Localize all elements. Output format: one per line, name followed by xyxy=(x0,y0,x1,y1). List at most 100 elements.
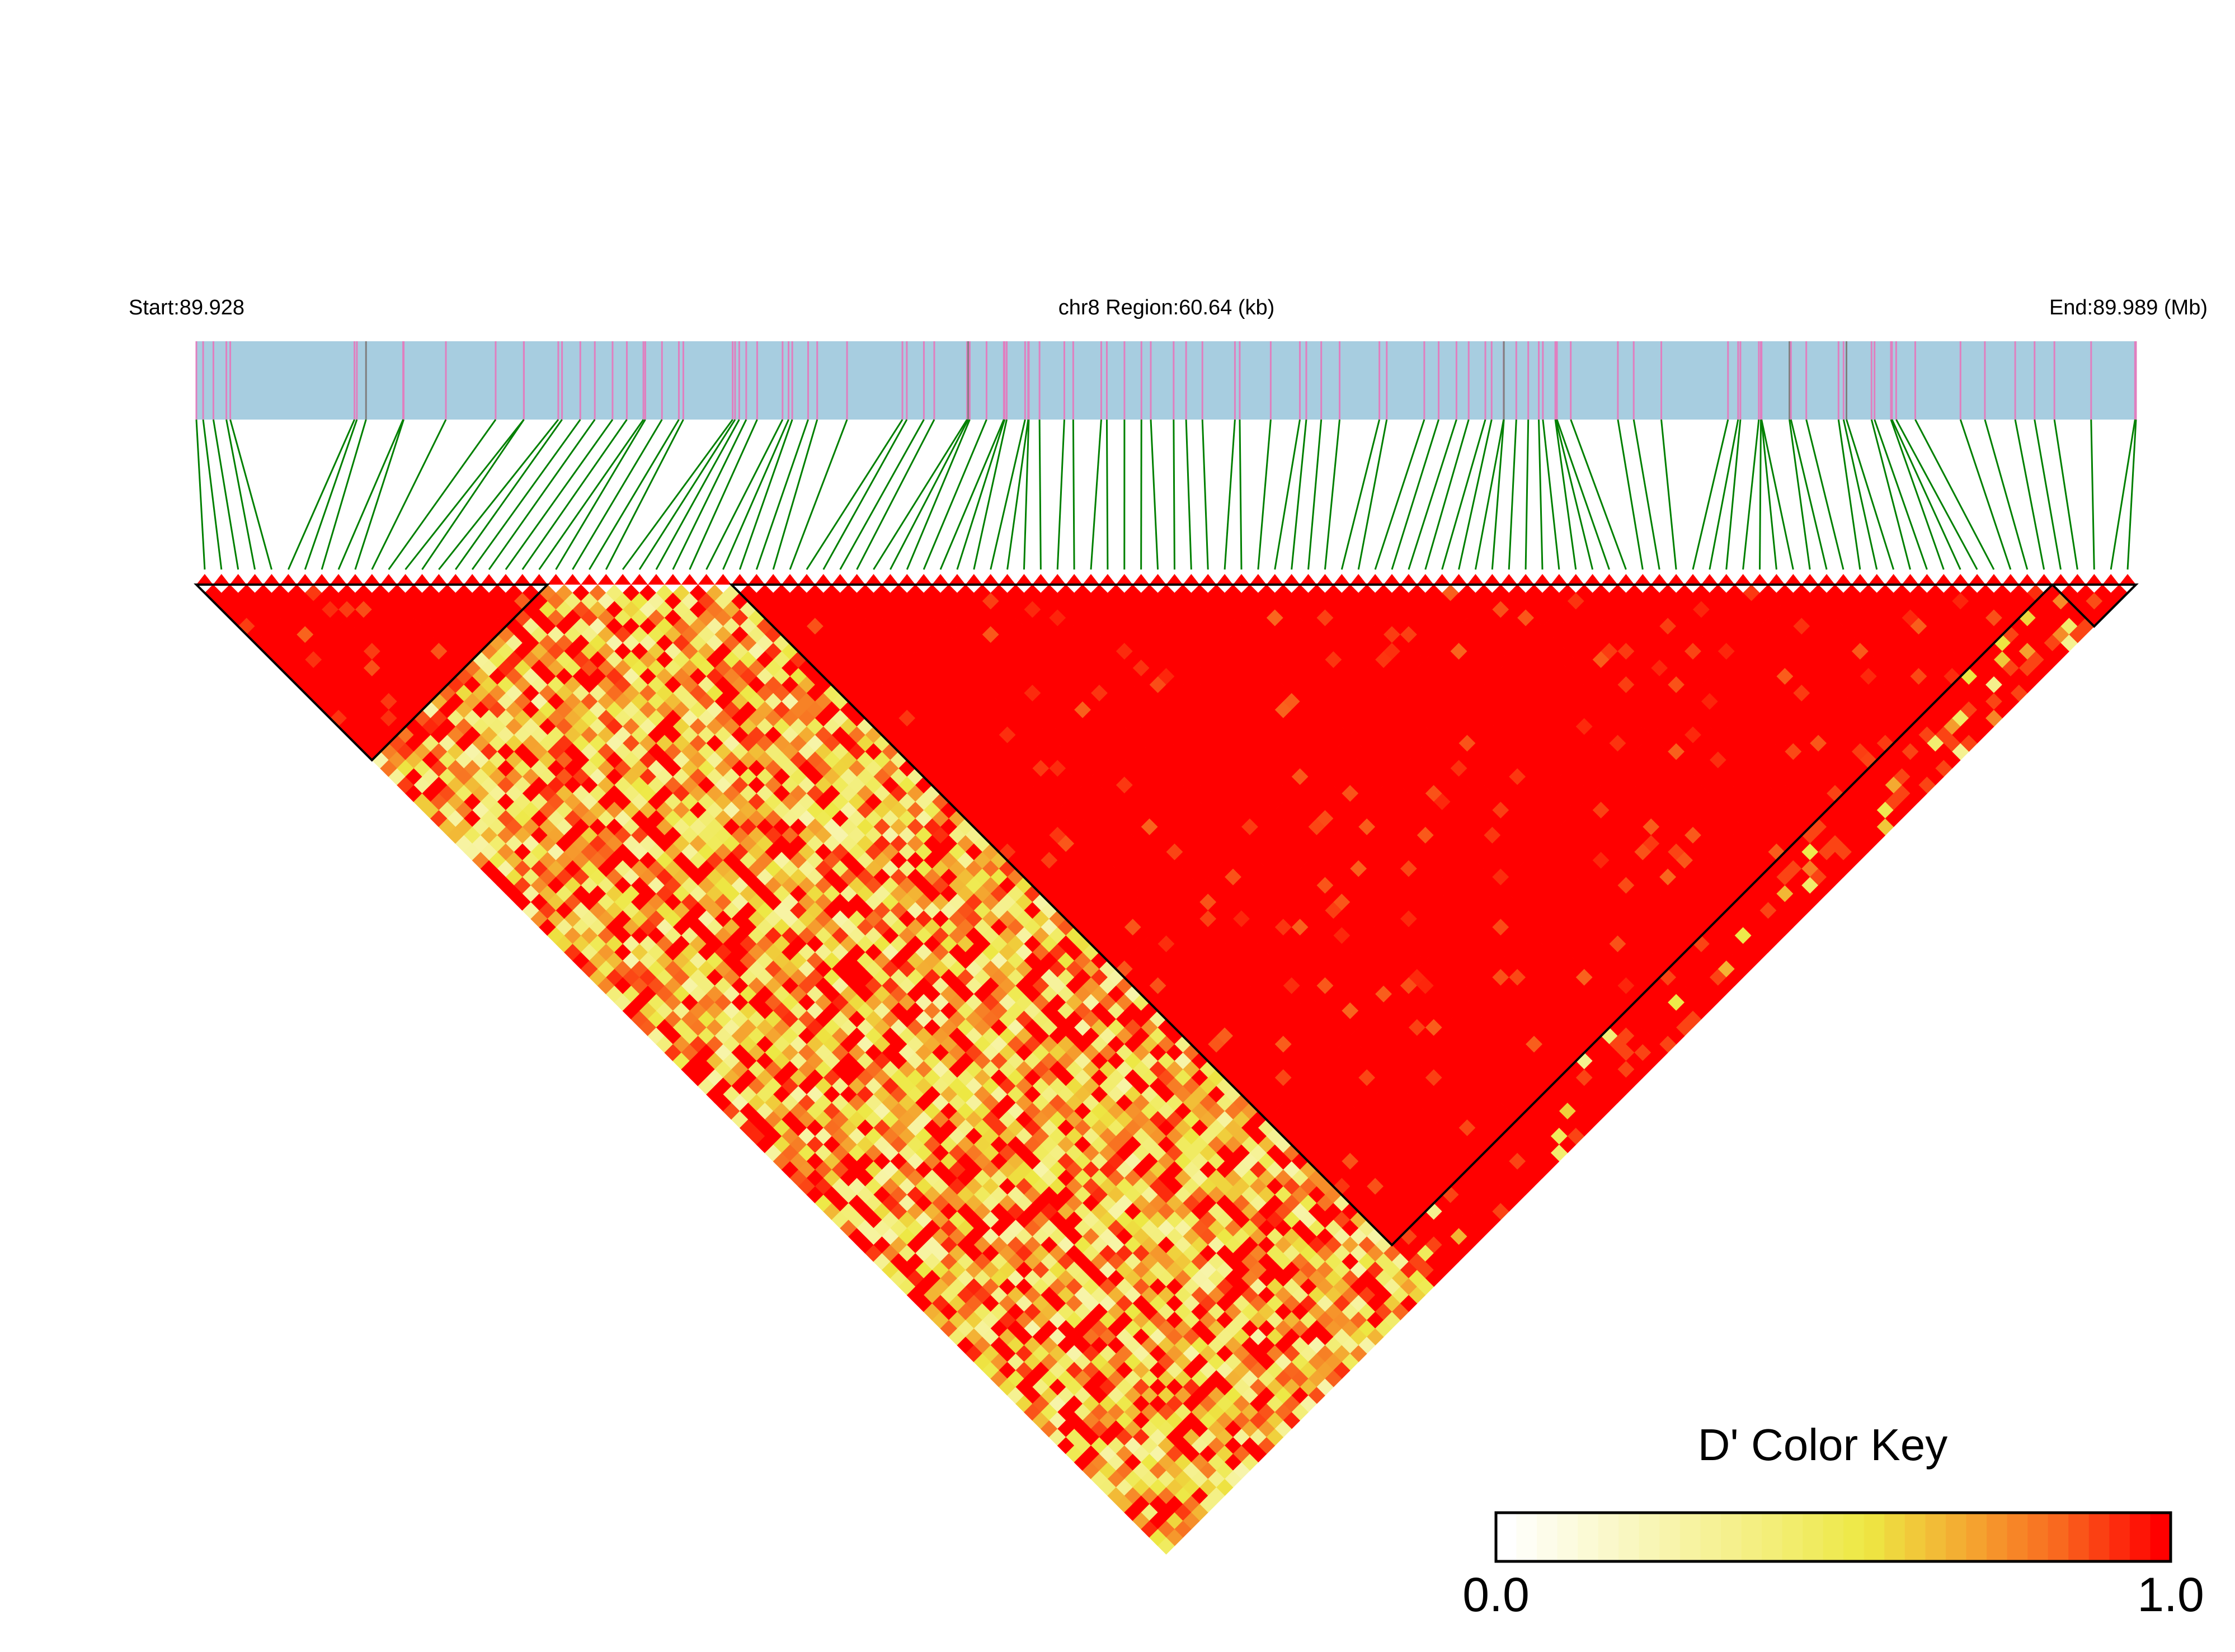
snp-connector xyxy=(1790,419,1828,570)
snp-marker xyxy=(1751,574,1768,585)
snp-marker xyxy=(1166,574,1183,585)
snp-connector xyxy=(471,419,581,570)
snp-marker xyxy=(1316,574,1334,585)
snp-connector xyxy=(1173,419,1175,570)
snp-connector xyxy=(2034,419,2062,570)
snp-connector xyxy=(1692,419,1729,570)
snp-ticks xyxy=(195,341,2137,420)
snp-connector xyxy=(1632,419,1660,570)
snp-marker xyxy=(681,574,698,585)
snp-marker xyxy=(597,574,615,585)
snp-connector xyxy=(1474,419,1505,570)
snp-marker xyxy=(2119,574,2136,585)
snp-marker xyxy=(1567,574,1584,585)
snp-connector xyxy=(923,419,987,570)
snp-marker xyxy=(1132,574,1150,585)
snp-connector xyxy=(1150,419,1159,570)
snp-connector xyxy=(195,419,206,570)
snp-marker xyxy=(564,574,581,585)
snp-connector xyxy=(1895,419,1978,570)
snp-connector xyxy=(229,419,272,570)
snp-marker xyxy=(731,574,749,585)
snp-marker xyxy=(1283,574,1300,585)
snp-connector xyxy=(1761,419,1794,570)
snp-connector xyxy=(722,419,789,570)
snp-connector xyxy=(1555,419,1594,570)
snp-markers xyxy=(196,574,2136,585)
snp-connector xyxy=(1424,419,1470,570)
snp-marker xyxy=(1249,574,1267,585)
snp-marker xyxy=(547,574,564,585)
snp-marker xyxy=(948,574,966,585)
snp-marker xyxy=(1333,574,1351,585)
snp-marker xyxy=(1651,574,1668,585)
snp-connector xyxy=(738,419,793,570)
snp-marker xyxy=(1685,574,1701,585)
snp-connector xyxy=(1458,419,1493,570)
snp-marker xyxy=(363,574,380,585)
snp-connector xyxy=(906,419,971,570)
snp-connector xyxy=(973,419,1008,570)
snp-marker xyxy=(1233,574,1250,585)
snp-marker xyxy=(1500,574,1518,585)
snp-connector xyxy=(488,419,596,570)
snp-connector xyxy=(321,419,367,570)
snp-marker xyxy=(413,574,431,585)
snp-connector xyxy=(1023,419,1030,570)
snp-connector xyxy=(1508,419,1517,570)
snp-marker xyxy=(1617,574,1635,585)
snp-marker xyxy=(1785,574,1802,585)
snp-marker xyxy=(1015,574,1033,585)
snp-marker xyxy=(2018,574,2036,585)
snp-connector xyxy=(1524,419,1530,570)
snp-marker xyxy=(982,574,999,585)
snp-marker xyxy=(698,574,715,585)
snp-marker xyxy=(798,574,815,585)
snp-connector xyxy=(1742,419,1760,570)
snp-marker xyxy=(330,574,347,585)
snp-connectors xyxy=(195,419,2137,570)
snp-marker xyxy=(1266,574,1283,585)
snp-marker xyxy=(748,574,765,585)
snp-marker xyxy=(1049,574,1066,585)
snp-connector xyxy=(1870,419,1911,570)
snp-connector xyxy=(1374,419,1425,570)
snp-connector xyxy=(1257,419,1272,570)
snp-marker xyxy=(447,574,464,585)
snp-marker xyxy=(1935,574,1952,585)
snp-connector xyxy=(1324,419,1341,570)
snp-connector xyxy=(538,419,644,570)
snp-connector xyxy=(1185,419,1192,570)
region-label: chr8 Region:60.64 (kb) xyxy=(1058,296,1275,319)
snp-connector xyxy=(288,419,355,570)
snp-marker xyxy=(213,574,230,585)
snp-connector xyxy=(822,419,908,570)
snp-connector xyxy=(1660,419,1677,570)
snp-connector xyxy=(1274,419,1301,570)
snp-connector xyxy=(1725,419,1742,570)
snp-marker xyxy=(497,574,514,585)
snp-marker xyxy=(882,574,899,585)
snp-marker xyxy=(2002,574,2019,585)
snp-connector xyxy=(455,419,563,570)
snp-connector xyxy=(856,419,935,570)
snp-marker xyxy=(1199,574,1217,585)
snp-connector xyxy=(1759,419,1762,570)
snp-connector xyxy=(605,419,684,570)
snp-marker xyxy=(297,574,314,585)
snp-marker xyxy=(1668,574,1685,585)
snp-connector xyxy=(1006,419,1029,570)
snp-marker xyxy=(1885,574,1902,585)
snp-connector xyxy=(1201,419,1209,570)
snp-marker xyxy=(1450,574,1467,585)
snp-marker xyxy=(196,574,213,585)
snp-marker xyxy=(1066,574,1083,585)
snp-connector xyxy=(404,419,525,570)
snp-marker xyxy=(1801,574,1819,585)
snp-marker xyxy=(714,574,732,585)
snp-marker xyxy=(1149,574,1166,585)
snp-connector xyxy=(890,419,969,570)
snp-connector xyxy=(689,419,758,570)
snp-connector xyxy=(1224,419,1236,570)
